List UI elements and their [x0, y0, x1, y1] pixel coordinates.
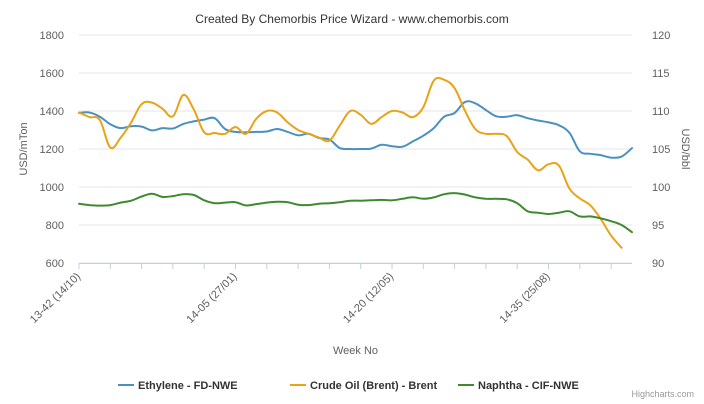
x-tick-label: 14-20 (12/05) — [341, 271, 396, 326]
legend-label: Crude Oil (Brent) - Brent — [310, 380, 437, 392]
y-tick-label-left: 1800 — [40, 30, 64, 42]
series-line-crude-oil — [78, 76, 623, 249]
y-axis-title-left: USD/mTon — [18, 122, 30, 175]
y-tick-label-right: 110 — [652, 106, 670, 118]
y-tick-label-left: 1600 — [40, 68, 64, 80]
y-tick-label-left: 600 — [46, 258, 64, 270]
chart-title: Created By Chemorbis Price Wizard - www.… — [195, 12, 509, 26]
legend-item-crude-oil[interactable]: Crude Oil (Brent) - Brent — [290, 380, 437, 392]
x-tick-label: 13-42 (14/10) — [28, 271, 83, 326]
y-tick-label-right: 100 — [652, 182, 670, 194]
y-tick-label-left: 1200 — [40, 144, 64, 156]
series-line-ethylene — [78, 100, 633, 159]
y-tick-label-right: 90 — [652, 258, 664, 270]
legend-item-ethylene[interactable]: Ethylene - FD-NWE — [118, 380, 238, 392]
highcharts-credits[interactable]: Highcharts.com — [631, 389, 694, 399]
y-tick-label-left: 1000 — [40, 182, 64, 194]
x-axis-title: Week No — [333, 345, 378, 357]
axes: 600 800 1000 1200 1400 1600 1800 90 95 100 105 110 1… — [18, 30, 691, 357]
y-tick-label-right: 115 — [652, 68, 670, 80]
legend-label: Ethylene - FD-NWE — [138, 380, 238, 392]
y-axis-title-right: USD/bbl — [679, 129, 691, 170]
y-tick-label-right: 120 — [652, 30, 670, 42]
y-tick-label-right: 105 — [652, 144, 670, 156]
series-line-naphtha — [78, 192, 633, 234]
x-tick-label: 14-05 (27/01) — [184, 271, 239, 326]
legend[interactable]: Ethylene - FD-NWE Crude Oil (Brent) - Bre… — [118, 380, 579, 392]
x-tick-label: 14-35 (25/08) — [497, 271, 552, 326]
legend-item-naphtha[interactable]: Naphtha - CIF-NWE — [458, 380, 579, 392]
y-tick-label-left: 1400 — [40, 106, 64, 118]
y-tick-label-right: 95 — [652, 220, 664, 232]
y-tick-label-left: 800 — [46, 220, 64, 232]
legend-label: Naphtha - CIF-NWE — [478, 380, 579, 392]
series-lines — [78, 76, 633, 249]
